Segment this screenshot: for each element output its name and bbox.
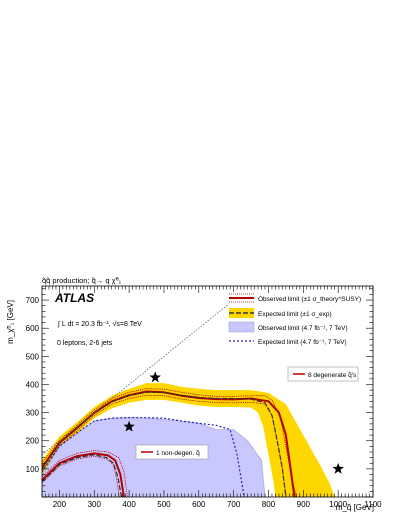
legend-label-expected: Expected limit (±1 σ_exp) [258,311,332,318]
x-tick-label: 1000 [329,500,347,509]
series-8-observed-line [42,452,125,497]
axes-layer: 200 300 400 500 600 700 800 900 1000 1100 100 200 30… [26,285,382,509]
series-9-observed-theory-line [42,450,128,497]
series-3-observed-theory-line [42,394,287,497]
luminosity-label: ∫ L dt = 20.3 fb⁻¹, √s=8 TeV [57,320,142,328]
annotation-8-degenerate-label: 8 degenerate q̃'s [308,372,357,379]
series-12-diagonal-line [42,299,234,456]
legend-label-old-observed: Observed limit (4.7 fb⁻¹, 7 TeV) [258,325,348,332]
annotation-1-nondegen-box [135,444,209,460]
x-tick-label: 700 [227,500,241,509]
y-tick-label: 100 [26,465,40,474]
limit-lines-layer [42,299,297,497]
y-tick-label: 400 [26,380,40,389]
series-2-observed-theory-line [42,388,297,497]
legend-swatch-expected [229,308,254,318]
benchmark-star-1 [123,420,135,432]
x-tick-label: 200 [53,500,67,509]
legend-label-old-expected: Expected limit (4.7 fb⁻¹, 7 TeV) [258,339,347,346]
benchmark-star-0 [149,371,161,383]
series-6-old-expected-line [42,417,245,497]
x-tick-label: 300 [88,500,102,509]
x-tick-label: 600 [192,500,206,509]
annotation-8-degenerate: 8 degenerate q̃'s [287,366,359,382]
annotation-8-degenerate-box [287,366,359,382]
y-tick-label: 600 [26,324,40,333]
series-0-band-band [42,383,335,497]
benchmark-star-2 [332,462,344,474]
x-tick-label: 900 [297,500,311,509]
plot-frame [41,285,374,498]
annotation-1-nondegen-label: 1 non-degen. q̃ [156,450,200,457]
y-axis-label: m_χ̃⁰₁ [GeV] [6,300,15,344]
y-tick-label: 300 [26,409,40,418]
legend-swatch-old-observed [228,321,255,333]
series-11-expected-line [42,454,122,497]
x-axis-label: m_q̃ [GeV] [336,503,374,512]
star-markers-layer [123,371,344,474]
annotation-1-nondegen: 1 non-degen. q̃ [135,444,209,460]
legend: Observed limit (±1 σ_theory^SUSY) Expect… [228,292,361,346]
x-tick-label: 800 [262,500,276,509]
legend-label-observed: Observed limit (±1 σ_theory^SUSY) [258,296,361,303]
x-tick-label: 1100 [364,500,382,509]
y-tick-label: 500 [26,352,40,361]
chart-title: q̃q̃ production; q̃→ q χ̃⁰₁ [42,276,122,285]
y-tick-label: 700 [26,296,40,305]
selection-label: 0 leptons, 2-6 jets [57,340,113,347]
series-10-observed-theory-line [42,455,120,497]
series-4-expected-line [42,391,287,497]
x-tick-label: 400 [122,500,136,509]
atlas-label: ATLAS [54,291,94,305]
x-tick-label: 500 [157,500,171,509]
y-tick-label: 200 [26,437,40,446]
